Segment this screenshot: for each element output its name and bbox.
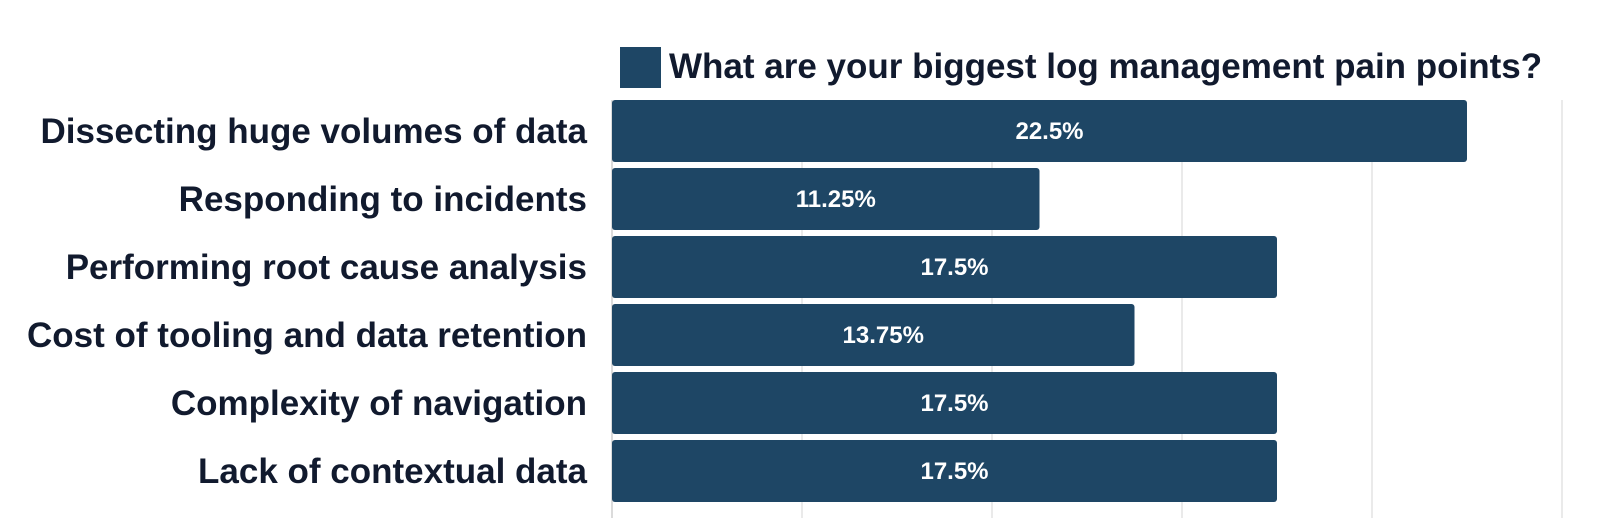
legend: What are your biggest log management pai… xyxy=(620,47,1542,88)
data-labels: 22.5% 11.25% 17.5% 13.75% 17.5% 17.5% xyxy=(796,118,1084,485)
bar xyxy=(612,440,1277,502)
data-label: 17.5% xyxy=(920,390,988,417)
legend-swatch xyxy=(620,47,661,88)
category-label: Cost of tooling and data retention xyxy=(27,316,587,355)
category-label: Dissecting huge volumes of data xyxy=(41,112,588,151)
bar xyxy=(612,168,1040,230)
data-label: 13.75% xyxy=(843,322,924,349)
category-label: Complexity of navigation xyxy=(171,384,587,423)
category-label: Lack of contextual data xyxy=(198,452,588,491)
data-label: 11.25% xyxy=(796,186,876,213)
bar xyxy=(612,236,1277,298)
bar xyxy=(612,304,1135,366)
category-label: Responding to incidents xyxy=(179,180,587,219)
data-label: 17.5% xyxy=(920,458,988,485)
data-label: 17.5% xyxy=(920,254,988,281)
bar xyxy=(612,372,1277,434)
data-label: 22.5% xyxy=(1015,118,1083,145)
category-label: Performing root cause analysis xyxy=(66,248,587,287)
bars xyxy=(612,100,1467,502)
bar xyxy=(612,100,1467,162)
legend-label: What are your biggest log management pai… xyxy=(669,47,1542,86)
category-labels: Dissecting huge volumes of data Respondin… xyxy=(27,112,588,491)
